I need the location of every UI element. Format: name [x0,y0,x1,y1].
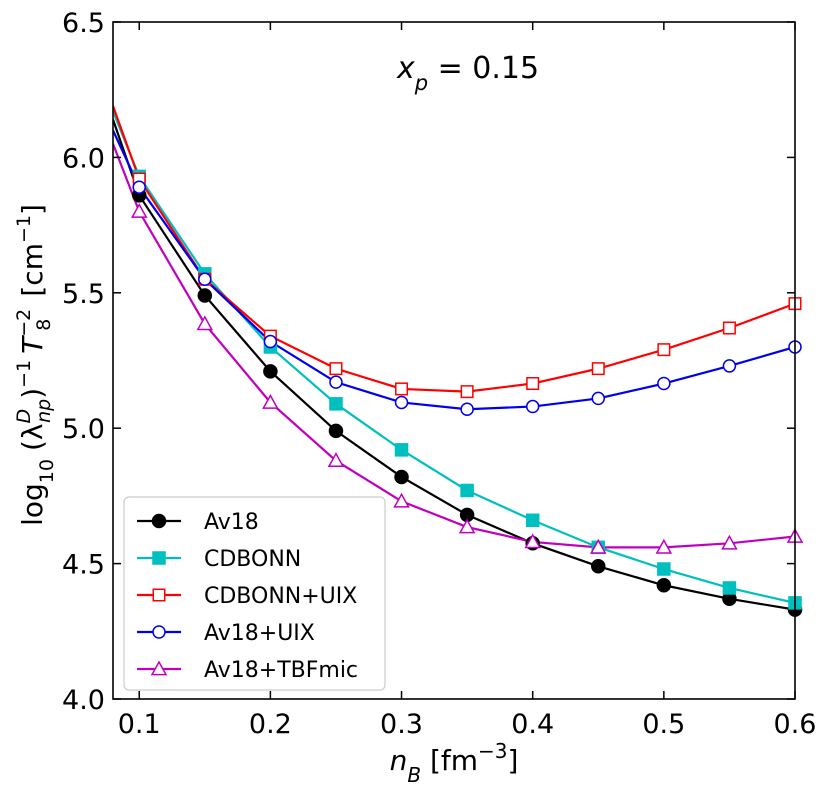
data-point-av18-plus-uix [657,376,671,391]
y-tick-label: 6.0 [62,143,105,174]
data-point-av18 [263,364,278,379]
y-label-T-sup: −2 [13,309,35,337]
y-tick-label: 4.5 [62,550,105,581]
data-point-cdbonn-plus-uix [395,382,409,396]
x-axis-label: nB [fm−3] [390,739,519,787]
series-markers-av18-plus-tbfmic [130,203,804,554]
legend-label-av18: Av18 [204,510,259,535]
annotation-var: x [396,51,415,86]
legend-marker-cdbonn [152,551,166,565]
data-point-av18-plus-uix [132,180,146,194]
data-point-av18-plus-tbfmic [655,538,673,554]
data-point-av18-plus-tbfmic [196,315,214,331]
data-point-av18 [328,423,344,439]
data-point-av18-plus-uix [198,272,212,287]
y-label-inv: −1 [13,360,35,388]
x-tick-label: 0.2 [249,709,292,740]
legend-label-av18-plus-tbfmic: Av18+TBFmic [204,658,358,683]
y-label-unit-sup: −1 [13,215,35,243]
data-point-cdbonn-plus-uix [329,362,343,376]
y-label-lambda-sub: np [33,399,55,423]
data-point-av18-plus-tbfmic [524,533,541,549]
x-tick-label: 0.5 [642,709,685,740]
annotation-rest: = 0.15 [428,51,539,86]
annotation-xp: xp = 0.15 [396,51,539,95]
y-tick-label: 6.5 [62,8,105,39]
x-label-sup: −3 [478,739,507,763]
x-label-unit-close: ] [508,744,519,777]
marker-layer [130,169,804,617]
data-point-cdbonn-plus-uix [460,385,474,399]
legend-marker-av18-plus-tbfmic [150,660,168,676]
data-point-av18-plus-uix [263,334,278,349]
y-axis-label: log10(λDnp)−1T−28[cm−1] [13,204,58,526]
data-point-cdbonn [525,513,540,528]
data-point-av18 [197,288,213,303]
y-tick-label: 4.0 [62,685,105,716]
x-label-sub: B [407,763,421,787]
y-label-lambda: (λ [16,424,49,452]
series-layer [113,105,795,611]
legend-marker-cdbonn-plus-uix [152,588,166,602]
y-label-close: ) [16,388,49,399]
data-point-av18-plus-uix [722,359,737,373]
data-point-cdbonn [329,397,343,411]
y-label-log-sub: 10 [36,459,58,483]
data-point-av18-plus-tbfmic [458,518,476,534]
y-tick-label: 5.5 [62,279,105,310]
data-point-av18 [656,578,672,593]
series-line-av18-plus-uix [113,129,795,411]
legend-label-cdbonn: CDBONN [204,547,301,572]
data-point-cdbonn [657,562,671,576]
data-point-cdbonn-plus-uix [657,343,671,357]
y-label-T: T [16,335,49,354]
data-point-av18-plus-uix [525,399,540,414]
data-point-av18 [394,469,409,485]
data-point-av18-plus-uix [591,391,606,406]
plot-frame [112,21,796,700]
data-point-av18 [591,559,606,574]
series-line-av18-plus-tbfmic [113,143,795,549]
data-point-cdbonn-plus-uix [591,362,605,376]
series-line-av18 [113,119,795,611]
data-point-cdbonn [394,443,409,457]
data-point-av18-plus-tbfmic [327,452,345,468]
annotation-sub: p [414,71,428,95]
x-label-unit-open: [fm [421,744,478,777]
legend-label-cdbonn-plus-uix: CDBONN+UIX [204,584,357,609]
data-point-av18-plus-tbfmic [589,538,607,554]
data-point-av18-plus-tbfmic [721,534,738,550]
legend-marker-av18-plus-uix [152,625,166,639]
data-point-av18-plus-uix [394,395,409,410]
legend: Av18 CDBONN CDBONN+UIX Av18+UIX Av18+TBFmic [123,496,386,691]
data-point-av18-plus-uix [329,375,343,389]
x-tick-label: 0.3 [380,709,423,740]
y-label-log: log [16,483,49,526]
x-tick-label: 0.4 [511,709,554,740]
legend-marker-av18 [151,513,167,529]
data-point-av18-plus-tbfmic [262,393,279,409]
x-tick-label: 0.1 [118,709,161,740]
x-tick-label: 0.6 [774,709,817,740]
data-point-av18-plus-uix [460,402,474,416]
y-label-T-sub: 8 [33,319,55,331]
y-label-lambda-sup: D [13,409,35,424]
data-point-av18-plus-tbfmic [130,203,148,218]
data-point-cdbonn-plus-uix [526,377,540,391]
y-label-unit-close: ] [16,204,49,215]
data-point-cdbonn [722,581,737,595]
x-label-main: n [390,744,408,777]
data-point-cdbonn [460,483,474,498]
y-label-unit-open: [cm [16,243,49,297]
data-point-av18-plus-tbfmic [393,492,410,508]
series-line-cdbonn [113,110,795,604]
tick-layer: 0.1 0.2 0.3 0.4 0.5 0.6 4.0 4.5 5.0 5.5 6.0 6.5 [62,8,816,740]
data-point-cdbonn-plus-uix [722,321,736,335]
legend-box [123,496,386,691]
legend-label-av18-plus-uix: Av18+UIX [204,621,315,646]
y-tick-label: 5.0 [62,414,105,445]
